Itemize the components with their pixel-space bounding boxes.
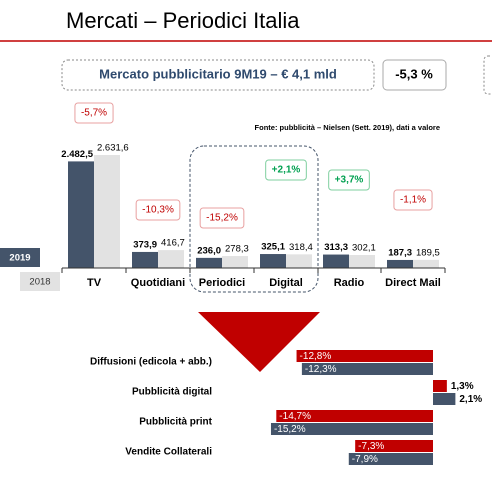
- x-tick-label: Radio: [334, 277, 365, 289]
- headline: Mercato pubblicitario 9M19 – € 4,1 mld: [99, 66, 337, 81]
- value-label: 318,4: [289, 242, 313, 253]
- bar: [94, 155, 120, 268]
- bar: [349, 255, 375, 268]
- value-label: -15,2%: [274, 424, 306, 435]
- x-tick-label: Periodici: [199, 277, 245, 289]
- value-label: 2.631,6: [97, 143, 129, 154]
- bar: [348, 453, 433, 465]
- value-label: 187,3: [388, 247, 412, 258]
- x-tick-label: Digital: [269, 277, 303, 289]
- change-box: [265, 159, 307, 181]
- bar: [433, 380, 447, 392]
- value-label: 373,9: [133, 239, 157, 250]
- legend-label: 2018: [29, 277, 50, 288]
- headline-box: [61, 59, 375, 91]
- y-tick-label: Diffusioni (edicola + abb.): [90, 357, 212, 368]
- bar: [260, 254, 286, 268]
- value-label: -7,3%: [358, 441, 384, 452]
- bar: [68, 161, 94, 268]
- bar: [222, 256, 248, 268]
- source-note: Fonte: pubblicità – Nielsen (Sett. 2019)…: [255, 123, 440, 132]
- change-label: -5,7%: [81, 108, 107, 119]
- cut-box: [483, 55, 492, 95]
- bar: [387, 259, 413, 268]
- bar: [286, 254, 312, 268]
- value-label: -12,3%: [305, 364, 337, 375]
- bar: [132, 251, 158, 268]
- slide-title: Mercati – Periodici Italia: [66, 8, 300, 33]
- y-tick-label: Pubblicità digital: [132, 387, 212, 398]
- bar: [301, 363, 433, 375]
- legend-swatch: [0, 248, 40, 267]
- bar: [323, 254, 349, 268]
- headline-value-box: [382, 59, 447, 91]
- change-label: -1,1%: [400, 195, 426, 206]
- y-tick-label: Pubblicità print: [139, 417, 212, 428]
- highlight-box: [189, 145, 319, 293]
- change-label: +2,1%: [272, 165, 301, 176]
- legend-swatch: [20, 272, 60, 291]
- value-label: 236,0: [197, 245, 221, 256]
- bar: [296, 350, 433, 362]
- change-box: [74, 102, 114, 124]
- change-label: -10,3%: [142, 205, 174, 216]
- change-box: [135, 199, 181, 221]
- y-tick-label: Vendite Collaterali: [125, 447, 212, 458]
- bar: [270, 423, 433, 435]
- value-label: -7,9%: [352, 454, 378, 465]
- legend-label: 2019: [9, 253, 30, 264]
- headline-value: -5,3 %: [395, 66, 433, 81]
- change-label: +3,7%: [335, 175, 364, 186]
- change-box: [199, 207, 245, 229]
- bar: [413, 259, 439, 268]
- value-label: 278,3: [225, 244, 249, 255]
- change-label: -15,2%: [206, 213, 238, 224]
- value-label: 313,3: [324, 242, 348, 253]
- value-label: 2.482,5: [61, 149, 93, 160]
- bar: [276, 410, 433, 422]
- x-tick-label: TV: [87, 277, 102, 289]
- change-box: [393, 189, 433, 211]
- bar: [355, 440, 433, 452]
- value-label: 416,7: [161, 238, 185, 249]
- value-label: 325,1: [261, 242, 285, 253]
- x-tick-label: Direct Mail: [385, 277, 441, 289]
- bar: [158, 250, 184, 268]
- value-label: 1,3%: [451, 381, 474, 392]
- value-label: -12,8%: [300, 351, 332, 362]
- bar: [433, 393, 456, 405]
- change-box: [328, 169, 370, 191]
- x-tick-label: Quotidiani: [131, 277, 185, 289]
- arrow: [198, 312, 320, 372]
- value-label: -14,7%: [279, 411, 311, 422]
- value-label: 189,5: [416, 247, 440, 258]
- value-label: 2,1%: [459, 394, 482, 405]
- bar: [196, 257, 222, 268]
- value-label: 302,1: [352, 243, 376, 254]
